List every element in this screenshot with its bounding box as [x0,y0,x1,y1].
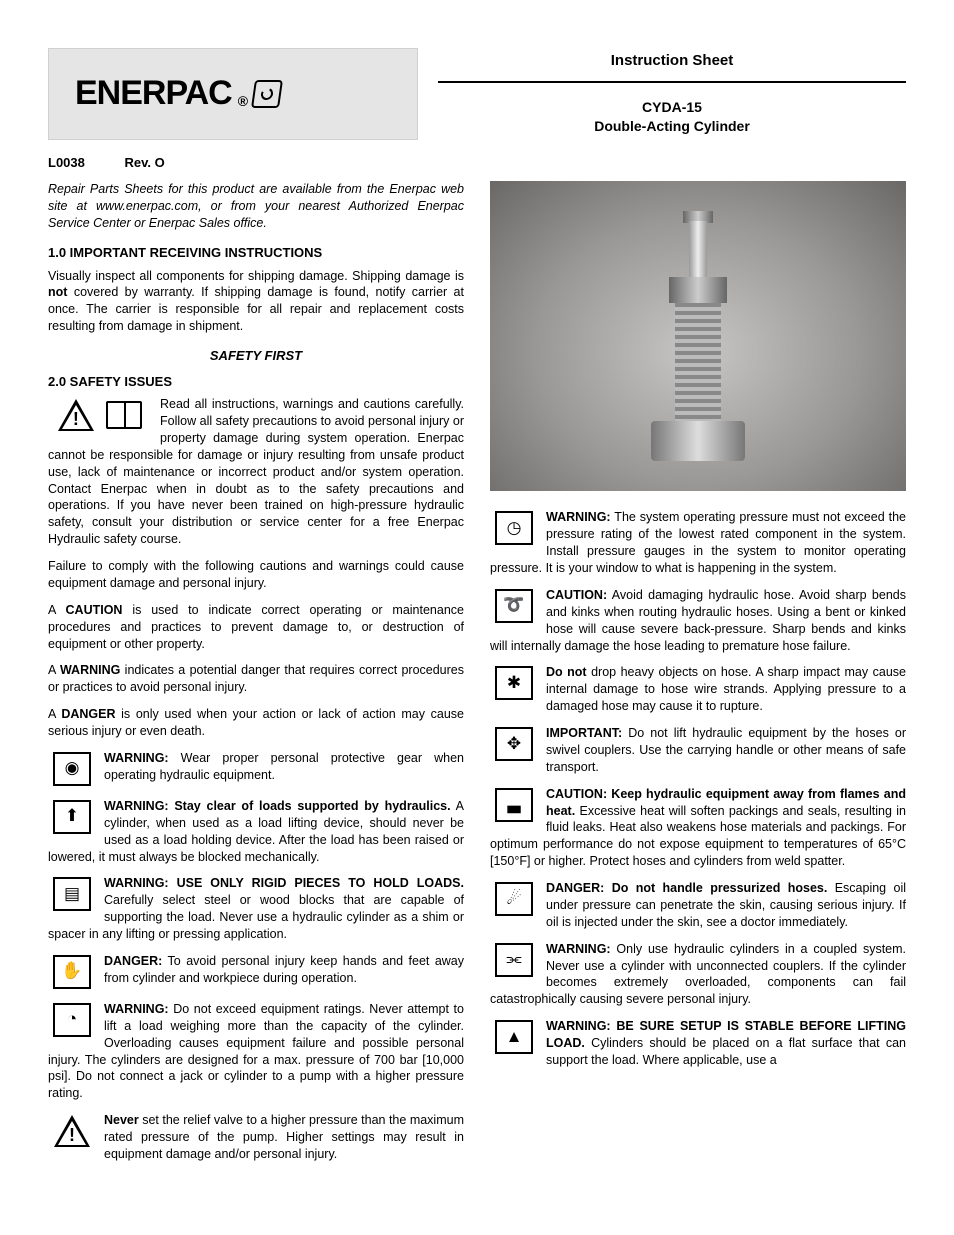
warning-bold: CAUTION: [546,588,607,602]
warning-item: ⫘WARNING: Only use hydraulic cylinders i… [490,941,906,1009]
warning-item: ▃CAUTION: Keep hydraulic equipment away … [490,786,906,870]
doc-id-row: L0038 Rev. O [48,154,906,172]
hose-icon: ➰ [490,587,538,625]
brand-symbol-icon [251,80,283,108]
warning-text: Do not exceed equipment ratings. Never a… [48,1002,464,1100]
section-2-title: 2.0 SAFETY ISSUES [48,373,464,391]
gauge-icon: ◔ [48,1001,96,1039]
goggles-icon: ◉ [48,750,96,788]
text-bold: WARNING [60,663,120,677]
repair-note: Repair Parts Sheets for this product are… [48,181,464,232]
header-right: Instruction Sheet CYDA-15 Double-Acting … [438,48,906,140]
warning-item: ✥IMPORTANT: Do not lift hydraulic equipm… [490,725,906,776]
brand-logo-box: ENERPAC ® [48,48,418,140]
warning-item: ☄ DANGER: Do not handle pressurized hoses… [490,880,906,931]
couple-icon: ⫘ [490,941,538,979]
warning-item: ▲WARNING: BE SURE SETUP IS STABLE BEFORE… [490,1018,906,1069]
warning-bold: IMPORTANT: [546,726,622,740]
text: A [48,603,66,617]
product-photo [490,181,906,491]
hands-icon: ✋ [48,953,96,991]
warning-text: set the relief valve to a higher pressur… [104,1113,464,1161]
warning-item: ▤ WARNING: USE ONLY RIGID PIECES TO HOLD … [48,875,464,943]
product-line1: CYDA-15 [642,99,702,115]
brand-reg: ® [238,92,247,111]
warning-item: ➰CAUTION: Avoid damaging hydraulic hose.… [490,587,906,655]
warning-text: Cylinders should be placed on a flat sur… [546,1036,906,1067]
warning-bold: WARNING: [546,942,611,956]
text: covered by warranty. If shipping damage … [48,285,464,333]
text: Visually inspect all components for ship… [48,269,464,283]
warning-bold: WARNING: USE ONLY RIGID PIECES TO HOLD L… [104,876,464,890]
skin-icon: ☄ [490,880,538,918]
warning-item: ◉WARNING: Wear proper personal protectiv… [48,750,464,788]
warning-bold: Do not [546,665,587,679]
warning-text: drop heavy objects on hose. A sharp impa… [546,665,906,713]
flame-icon: ▃ [490,786,538,824]
warning-text: Carefully select steel or wood blocks th… [48,893,464,941]
lift-icon: ✥ [490,725,538,763]
product-title: CYDA-15 Double-Acting Cylinder [438,98,906,137]
section-1-para: Visually inspect all components for ship… [48,268,464,336]
warning-item: ⬆ WARNING: Stay clear of loads supported … [48,798,464,866]
product-line2: Double-Acting Cylinder [594,118,750,134]
text: A [48,707,61,721]
text-bold: not [48,285,67,299]
text-bold: CAUTION [66,603,123,617]
doc-rev: Rev. O [125,155,165,170]
warning-bold: WARNING: [546,510,611,524]
header-row: ENERPAC ® Instruction Sheet CYDA-15 Doubl… [48,48,906,140]
warning-bold: DANGER: Do not handle pressurized hoses. [546,881,827,895]
section-1-title: 1.0 IMPORTANT RECEIVING INSTRUCTIONS [48,244,464,262]
text: A [48,663,60,677]
danger-def: A DANGER is only used when your action o… [48,706,464,740]
warning-item: ◔ WARNING: Do not exceed equipment rating… [48,1001,464,1102]
safety-intro: ! Read all instructions, warnings and ca… [48,396,464,548]
safety-first-heading: SAFETY FIRST [48,347,464,365]
warning-item: ! Never set the relief valve to a higher … [48,1112,464,1163]
stable-icon: ▲ [490,1018,538,1056]
caution-def: A CAUTION is used to indicate correct op… [48,602,464,653]
text-bold: DANGER [61,707,115,721]
warning-bold: DANGER: [104,954,162,968]
doc-id: L0038 [48,155,85,170]
safety-p2: Failure to comply with the following cau… [48,558,464,592]
warning-bold: WARNING: [104,1002,169,1016]
warning-item: ✋DANGER: To avoid personal injury keep h… [48,953,464,991]
gauge2-icon: ◷ [490,509,538,547]
impact-icon: ✱ [490,664,538,702]
load-icon: ⬆ [48,798,96,836]
instruction-sheet-title: Instruction Sheet [438,51,906,83]
blocks-icon: ▤ [48,875,96,913]
brand-name: ENERPAC [75,71,232,117]
cylinder-illustration [669,211,727,461]
warning-item: ✱ Do not drop heavy objects on hose. A sh… [490,664,906,715]
tri-icon: ! [48,1112,96,1150]
warning-read-icon: ! [48,396,152,434]
content-columns: Repair Parts Sheets for this product are… [48,181,906,1172]
brand-logo: ENERPAC ® [75,71,391,117]
warning-bold: WARNING: Stay clear of loads supported b… [104,799,451,813]
warning-bold: Never [104,1113,139,1127]
warning-item: ◷WARNING: The system operating pressure … [490,509,906,577]
warning-bold: WARNING: [104,751,169,765]
warning-def: A WARNING indicates a potential danger t… [48,662,464,696]
